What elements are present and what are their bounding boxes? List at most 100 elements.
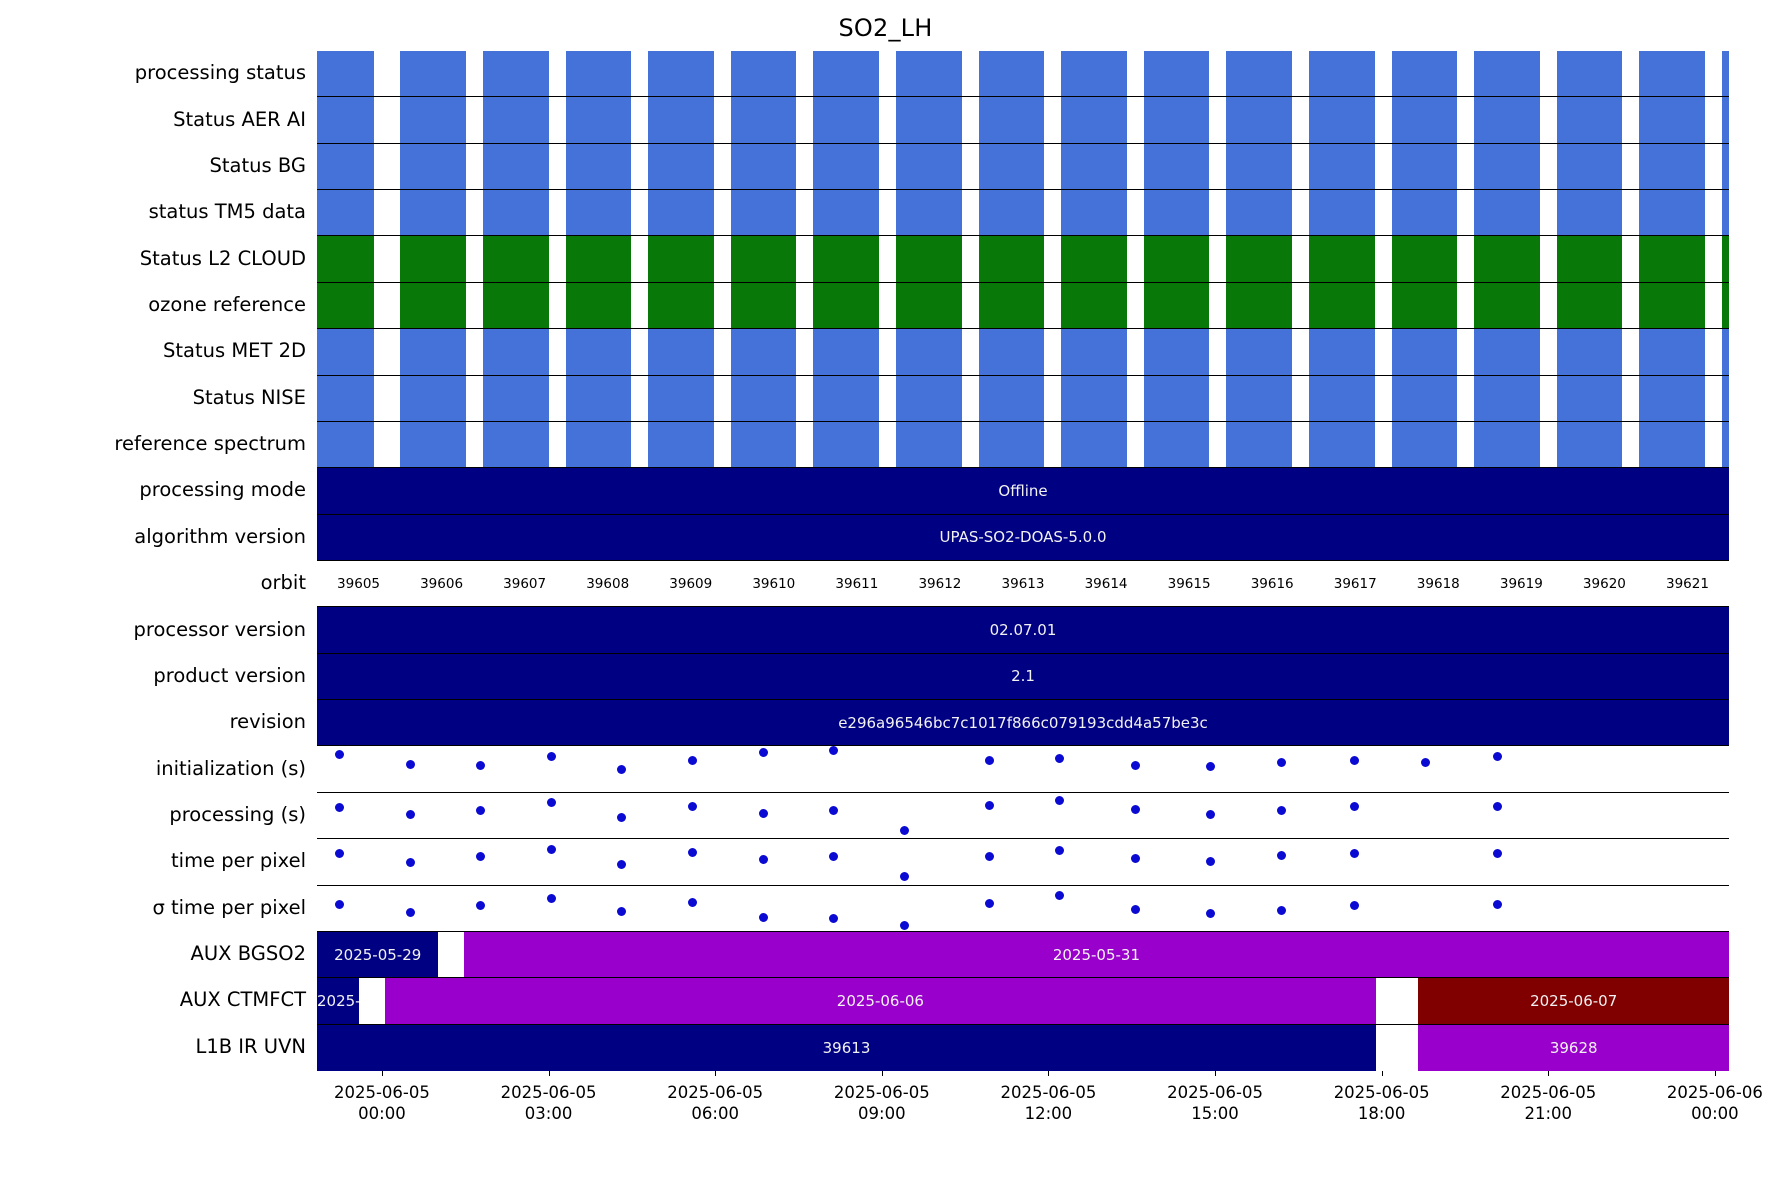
status-block	[730, 421, 797, 468]
row-label-product-version: product version	[153, 663, 306, 687]
aux-row-aux-bgso2: 2025-05-29 2025-05-31	[317, 931, 1729, 979]
x-axis-tick-label: 2025-06-05 06:00	[667, 1083, 764, 1124]
status-block	[482, 97, 549, 143]
timeline-plot-area: Offline UPAS-SO2-DOAS-5.0.0 39605 39606 3960…	[317, 51, 1729, 1071]
x-axis-tick-mark	[548, 1071, 550, 1076]
status-block	[1226, 190, 1292, 236]
scatter-point	[335, 900, 345, 910]
aux-row-aux-ctmfct: 2025-06-05 2025-06-06 2025-06-07	[317, 978, 1729, 1025]
scatter-point	[1055, 753, 1065, 763]
scatter-point	[1131, 761, 1141, 770]
scatter-point	[688, 801, 698, 811]
x-axis-tick-label: 2025-06-05 12:00	[1000, 1083, 1097, 1124]
status-block	[730, 97, 797, 143]
status-row-status-aer-ai	[317, 97, 1729, 144]
aux-row-l1b-ir-uvn: 39613 39628	[317, 1024, 1729, 1071]
aux-segment-label: 2025-05-31	[1052, 945, 1140, 964]
value-row-text: Offline	[998, 481, 1048, 500]
status-block	[565, 329, 632, 375]
page-title: SO2_LH	[838, 14, 933, 42]
status-row-reference-spectrum	[317, 421, 1729, 469]
status-block	[895, 282, 962, 329]
x-axis-tick-label: 2025-06-05 00:00	[333, 1083, 430, 1124]
status-row-status-bg	[317, 143, 1729, 191]
status-block	[565, 282, 632, 329]
scatter-point	[984, 899, 994, 909]
row-label-processing-status: processing status	[134, 61, 306, 85]
status-block	[1308, 236, 1375, 282]
row-label-initialization-s: initialization (s)	[155, 756, 306, 780]
status-block	[648, 375, 714, 421]
status-block	[400, 236, 466, 282]
status-block	[565, 375, 632, 421]
orbit-cell: 39617	[1333, 575, 1377, 592]
status-block	[1308, 421, 1375, 468]
scatter-point	[476, 900, 486, 910]
scatter-point	[1206, 761, 1216, 771]
scatter-point	[1206, 810, 1216, 820]
scatter-point	[758, 748, 768, 758]
status-block	[482, 190, 549, 236]
status-block	[978, 282, 1045, 329]
status-block	[400, 282, 466, 329]
aux-segment-label: 2025-06-07	[1530, 991, 1618, 1010]
status-block	[317, 143, 375, 190]
status-block	[400, 421, 466, 468]
status-block	[1061, 329, 1127, 375]
orbit-cell: 39620	[1582, 575, 1626, 592]
scatter-point	[1276, 758, 1286, 768]
value-row-text: 2.1	[1011, 667, 1035, 686]
status-block	[1226, 97, 1292, 143]
scatter-point	[546, 893, 556, 903]
scatter-point	[984, 756, 994, 766]
scatter-point	[1276, 806, 1286, 816]
status-block	[895, 375, 962, 421]
orbit-cell: 39610	[752, 575, 796, 592]
scatter-point	[1055, 796, 1065, 806]
scatter-point	[688, 755, 698, 765]
scatter-point	[617, 859, 627, 869]
status-block	[1226, 51, 1292, 97]
scatter-point	[476, 851, 486, 861]
status-block	[1061, 375, 1127, 421]
status-block	[565, 51, 632, 97]
status-row-status-l2-cloud	[317, 236, 1729, 283]
aux-segment: 39613	[317, 1024, 1376, 1071]
status-block	[730, 143, 797, 190]
status-block	[813, 143, 879, 190]
scatter-point	[617, 907, 627, 917]
aux-segment-label: 2025-05-29	[334, 945, 422, 964]
row-label-time-per-pixel: σ time per pixel	[152, 895, 306, 919]
scatter-point	[546, 844, 556, 854]
status-block	[1721, 190, 1729, 236]
status-block	[1391, 282, 1458, 329]
scatter-row-initialization-s	[317, 746, 1729, 793]
status-block	[1474, 97, 1540, 143]
status-block	[895, 143, 962, 190]
scatter-point	[1206, 857, 1216, 867]
status-block	[1143, 190, 1210, 236]
scatter-point	[1276, 851, 1286, 860]
row-label-status-nise: Status NISE	[192, 385, 306, 409]
status-block	[1556, 51, 1623, 97]
status-block	[1721, 236, 1729, 282]
row-label-algorithm-version: algorithm version	[134, 524, 306, 548]
scatter-point	[617, 813, 627, 823]
status-block	[1391, 97, 1458, 143]
status-block	[978, 329, 1045, 375]
orbit-cell: 39618	[1416, 575, 1460, 592]
status-block	[978, 190, 1045, 236]
status-block	[1639, 190, 1705, 236]
scatter-point	[476, 805, 486, 815]
status-row-status-nise	[317, 375, 1729, 422]
scatter-point	[1276, 906, 1286, 916]
scatter-point	[688, 898, 698, 908]
status-row-processing-status	[317, 51, 1729, 98]
status-block	[482, 375, 549, 421]
status-row-status-tm5-data	[317, 190, 1729, 237]
status-block	[1308, 190, 1375, 236]
status-block	[978, 51, 1045, 97]
scatter-point	[829, 805, 839, 815]
status-block	[1143, 51, 1210, 97]
aux-segment: 2025-06-07	[1418, 978, 1729, 1024]
